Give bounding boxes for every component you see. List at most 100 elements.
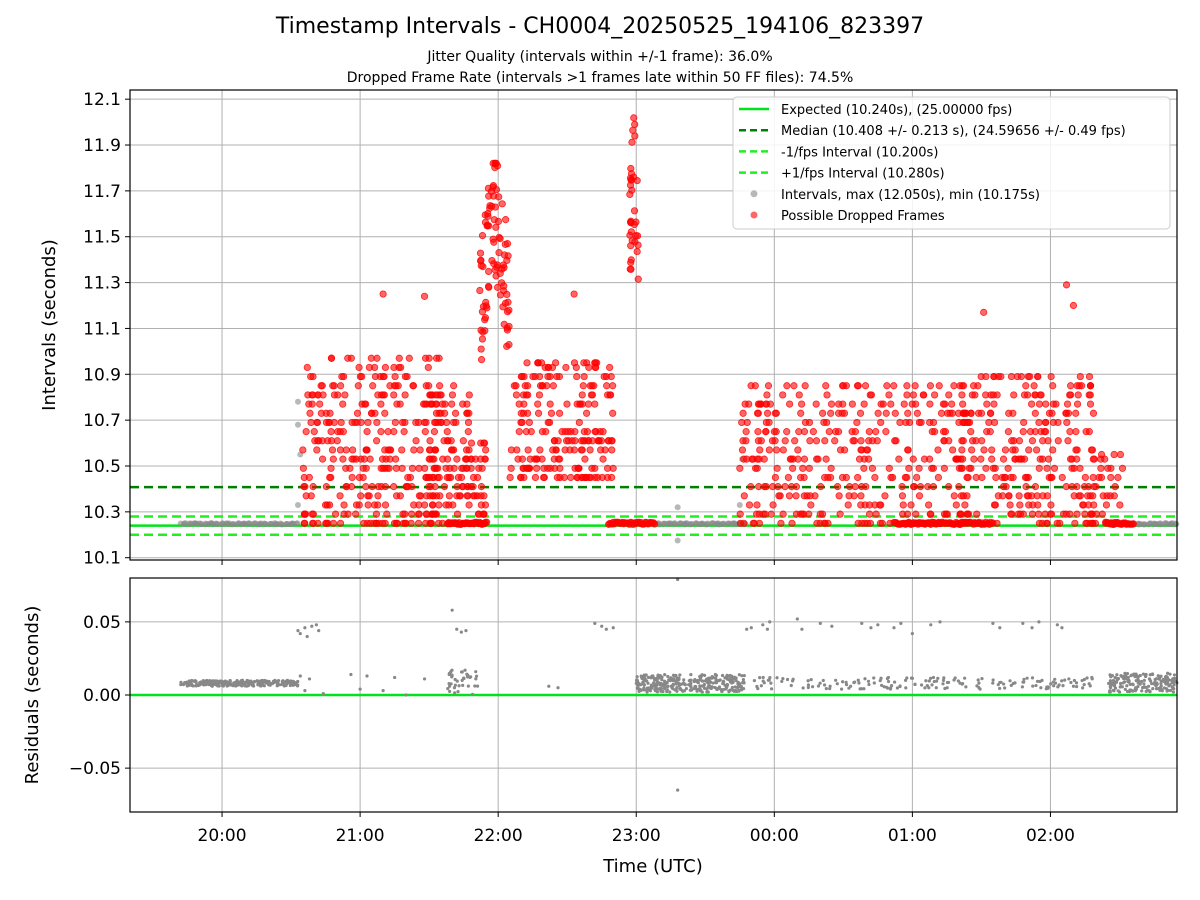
dropped-frame-point: [814, 455, 822, 463]
dropped-frame-point: [498, 200, 506, 208]
dropped-frame-point: [336, 446, 345, 454]
dropped-frame-point: [481, 211, 489, 219]
dropped-frame-point: [806, 437, 814, 445]
residual-point: [1146, 688, 1150, 692]
residual-point: [656, 674, 660, 679]
residual-point: [1067, 677, 1071, 681]
dropped-frame-point: [833, 483, 842, 491]
residual-point: [923, 686, 927, 690]
residual-point: [853, 680, 857, 684]
residual-point: [998, 680, 1002, 685]
dropped-frame-point: [431, 446, 439, 454]
residual-point: [668, 679, 672, 683]
dropped-frame-point: [890, 382, 898, 390]
dropped-frame-point: [971, 391, 979, 399]
dropped-frame-point: [327, 473, 335, 482]
dropped-frame-point: [915, 492, 924, 500]
dropped-frame-point: [562, 363, 570, 372]
dropped-frame-point: [967, 409, 975, 417]
dropped-frame-point: [480, 510, 488, 518]
dropped-frame-point: [934, 473, 942, 482]
residual-point: [733, 677, 738, 681]
dropped-frame-point: [900, 400, 908, 408]
dropped-frame-point: [813, 519, 821, 527]
residual-point: [1125, 671, 1130, 676]
dropped-frame-point: [959, 409, 968, 417]
residual-point: [194, 684, 198, 688]
residual-point: [1169, 678, 1174, 682]
residual-point: [942, 676, 946, 680]
dropped-frame-point: [309, 510, 317, 518]
residual-point: [446, 687, 450, 691]
residual-point: [677, 677, 681, 682]
dropped-frame-point: [915, 464, 923, 472]
dropped-frame-point: [585, 473, 593, 482]
dropped-frame-point: [1070, 492, 1078, 500]
dropped-frame-point: [978, 473, 986, 482]
residual-point: [789, 683, 793, 688]
dropped-frame-point: [368, 483, 376, 491]
dropped-frame-point: [882, 428, 890, 436]
dropped-frame-point: [1033, 446, 1041, 454]
dropped-frame-point: [428, 510, 437, 518]
residual-point: [466, 684, 470, 688]
dropped-frame-point: [384, 446, 392, 454]
dropped-frame-point: [586, 446, 594, 454]
dropped-frame-point: [1104, 464, 1112, 472]
residual-point: [1025, 676, 1029, 680]
residual-point: [600, 624, 604, 628]
dropped-frame-point: [417, 492, 425, 500]
residual-point: [728, 680, 733, 684]
dropped-frame-point: [503, 290, 511, 299]
dropped-frame-point: [477, 356, 486, 364]
dropped-frame-point: [448, 391, 457, 399]
dropped-frame-point: [361, 400, 369, 408]
residual-point: [728, 688, 733, 692]
dropped-frame-point: [583, 409, 591, 417]
residual-point: [256, 683, 261, 687]
residual-point: [349, 672, 353, 677]
dropped-frame-point: [959, 400, 967, 408]
dropped-frame-point: [416, 446, 424, 454]
top-y-tick-label: 10.9: [83, 365, 121, 385]
dropped-frame-point: [945, 483, 953, 491]
dropped-frame-point: [630, 173, 638, 181]
residual-point: [284, 679, 288, 683]
residual-point: [828, 684, 832, 688]
residual-point: [464, 629, 468, 633]
dropped-frame-point: [1036, 455, 1044, 463]
dropped-frame-point: [392, 492, 401, 500]
residual-point: [1055, 623, 1059, 627]
dropped-frame-point: [876, 519, 885, 527]
dropped-frame-point: [485, 267, 493, 276]
dropped-frame-point: [407, 510, 416, 518]
dropped-frame-point: [552, 446, 560, 454]
dropped-frame-point: [774, 483, 782, 491]
dropped-frame-point: [959, 382, 968, 390]
residual-point: [213, 680, 217, 684]
dropped-frame-point: [386, 455, 394, 463]
dropped-frame-point: [534, 400, 542, 408]
dropped-frame-point: [443, 455, 452, 463]
residual-point: [1071, 684, 1076, 688]
residual-point: [655, 679, 659, 683]
dropped-frame-point: [812, 437, 821, 445]
residual-point: [927, 679, 931, 683]
residual-point: [184, 680, 188, 684]
dropped-frame-point: [1073, 446, 1081, 454]
dropped-frame-point: [399, 519, 408, 527]
dropped-frame-point: [822, 382, 830, 390]
dropped-frame-point: [1047, 372, 1055, 381]
dropped-frame-point: [465, 391, 473, 399]
dropped-frame-point: [567, 473, 575, 482]
dropped-frame-point: [572, 363, 580, 372]
residual-point: [293, 682, 297, 687]
dropped-frame-point: [1097, 455, 1105, 463]
residual-point: [668, 690, 672, 694]
residual-point: [246, 679, 251, 683]
dropped-frame-point: [895, 455, 903, 463]
dropped-frame-point: [373, 437, 381, 445]
residual-point: [1137, 679, 1141, 683]
interval-point: [293, 520, 300, 527]
residual-point: [468, 675, 472, 680]
